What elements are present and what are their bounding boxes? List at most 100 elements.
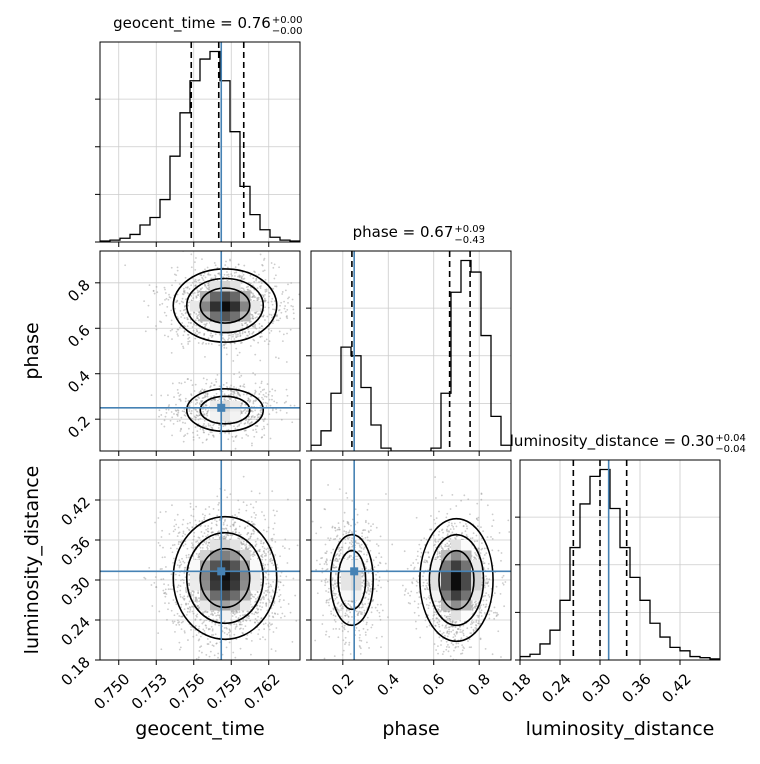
sample-point [276,627,278,629]
sample-point [218,624,220,626]
sample-point [274,522,276,524]
sample-point [241,275,243,277]
sample-point [193,436,195,438]
sample-point [235,336,237,338]
sample-point [193,508,195,510]
sample-point [269,553,271,555]
sample-point [198,626,200,628]
sample-point [268,626,270,628]
sample-point [181,558,183,560]
sample-point [485,592,487,594]
sample-point [151,605,153,607]
sample-point [170,309,172,311]
panel-title-text: geocent_time = 0.76 [113,14,271,33]
sample-point [171,573,173,575]
sample-point [279,331,281,333]
sample-point [459,631,461,633]
sample-point [179,327,181,329]
sample-point [451,642,453,644]
sample-point [264,306,266,308]
sample-point [278,266,280,268]
sample-point [248,617,250,619]
sample-point [171,435,173,437]
sample-point [174,544,176,546]
sample-point [177,535,179,537]
sample-point [211,611,213,613]
sample-point [239,276,241,278]
sample-point [271,262,273,264]
sample-point [224,274,226,276]
sample-point [196,601,198,603]
sample-point [254,271,256,273]
sample-point [198,537,200,539]
sample-point [172,544,174,546]
sample-point [278,319,280,321]
sample-point [267,551,269,553]
sample-point [208,616,210,618]
sample-point [204,395,206,397]
sample-point [271,388,273,390]
sample-point [266,396,268,398]
sample-point [452,526,454,528]
sample-point [262,602,264,604]
sample-point [259,323,261,325]
sample-point [466,534,468,536]
sample-point [194,269,196,271]
sample-point [200,428,202,430]
sample-point [321,301,323,303]
sample-point [435,497,437,499]
sample-point [232,334,234,336]
sample-point [212,610,214,612]
sample-point [212,424,214,426]
sample-point [228,433,230,435]
sample-point [239,624,241,626]
sample-point [195,384,197,386]
sample-point [164,299,166,301]
sample-point [335,530,337,532]
sample-point [260,540,262,542]
sample-point [182,597,184,599]
sample-point [268,343,270,345]
sample-point [272,591,274,593]
sample-point [246,617,248,619]
sample-point [284,615,286,617]
sample-point [171,588,173,590]
sample-point [186,527,188,529]
sample-point [229,631,231,633]
sample-point [349,542,351,544]
sample-point [178,541,180,543]
sample-point [241,325,243,327]
sample-point [226,386,228,388]
sample-point [195,600,197,602]
sample-point [176,331,178,333]
sample-point [233,525,235,527]
sample-point [158,542,160,544]
sample-point [271,490,273,492]
sample-point [243,394,245,396]
sample-point [290,612,292,614]
sample-point [235,436,237,438]
sample-point [263,402,265,404]
sample-point [253,533,255,535]
sample-point [277,586,279,588]
sample-point [342,639,344,641]
x-tick-label: 0.750 [90,670,133,713]
sample-point [287,499,289,501]
sample-point [245,434,247,436]
sample-point [201,400,203,402]
sample-point [244,409,246,411]
sample-point [237,500,239,502]
sample-point [162,578,164,580]
sample-point [224,489,226,491]
sample-point [212,619,214,621]
sample-point [491,610,493,612]
sample-point [157,632,159,634]
sample-point [206,288,208,290]
sample-point [238,425,240,427]
sample-point [207,611,209,613]
sample-point [376,637,378,639]
sample-point [178,382,180,384]
sample-point [205,661,207,663]
sample-point [261,264,263,266]
sample-point [224,264,226,266]
